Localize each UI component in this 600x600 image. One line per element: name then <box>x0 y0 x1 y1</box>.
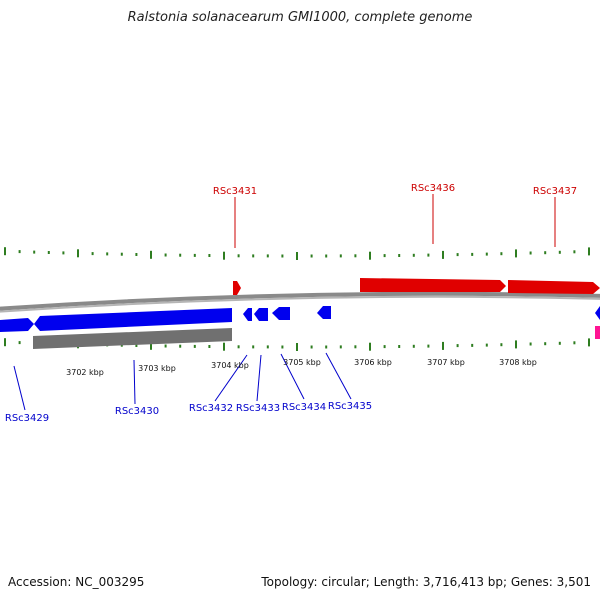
leader-rsc3435 <box>325 352 352 400</box>
gene-arrow-rsc3433 <box>254 308 268 321</box>
leader-rsc3434 <box>280 353 305 400</box>
genome-summary-text: Topology: circular; Length: 3,716,413 bp… <box>261 575 591 589</box>
scale-label-3704: 3704 kbp <box>211 361 249 370</box>
leader-rsc3433 <box>256 354 262 402</box>
accession-text: Accession: NC_003295 <box>8 575 145 589</box>
leader-rsc3432 <box>214 354 248 402</box>
scale-label-3705: 3705 kbp <box>283 358 321 367</box>
gene-label-rsc3436[interactable]: RSc3436 <box>411 183 455 194</box>
gene-label-rsc3431[interactable]: RSc3431 <box>213 186 257 197</box>
gene-arrow-rsc3436 <box>360 278 506 292</box>
feature-gray-bar <box>33 328 232 349</box>
gene-arrow-rsc3435 <box>317 306 331 319</box>
gc-ticks-upper <box>4 247 590 260</box>
gene-label-rsc3437[interactable]: RSc3437 <box>533 186 577 197</box>
backbone-arc-upper <box>0 291 600 311</box>
backbone-arc-lower <box>0 295 600 313</box>
gene-label-rsc3434[interactable]: RSc3434 <box>282 402 326 413</box>
scale-label-3708: 3708 kbp <box>499 358 537 367</box>
gene-arrow-edge-blue <box>595 306 600 320</box>
gene-arrow-rsc3429 <box>0 318 34 332</box>
gene-label-rsc3432[interactable]: RSc3432 <box>189 403 233 414</box>
gene-arrow-rsc3437 <box>508 280 600 294</box>
scale-label-3707: 3707 kbp <box>427 358 465 367</box>
scale-label-3706: 3706 kbp <box>354 358 392 367</box>
gene-label-rsc3433[interactable]: RSc3433 <box>236 403 280 414</box>
leader-rsc3430 <box>133 359 136 405</box>
leader-rsc3429 <box>13 365 26 411</box>
gene-arrow-rsc3432 <box>243 308 252 321</box>
scale-label-3703: 3703 kbp <box>138 364 176 373</box>
gene-arrow-rsc3431 <box>233 281 241 295</box>
gene-label-rsc3429[interactable]: RSc3429 <box>5 413 49 424</box>
gene-arrow-rsc3434 <box>272 307 290 320</box>
gene-arrow-rsc3430 <box>34 308 232 331</box>
feature-pink-bar <box>595 326 600 339</box>
genome-title: Ralstonia solanacearum GMI1000, complete… <box>127 10 473 25</box>
gene-label-rsc3435[interactable]: RSc3435 <box>328 401 372 412</box>
scale-label-3702: 3702 kbp <box>66 368 104 377</box>
gene-label-rsc3430[interactable]: RSc3430 <box>115 406 159 417</box>
